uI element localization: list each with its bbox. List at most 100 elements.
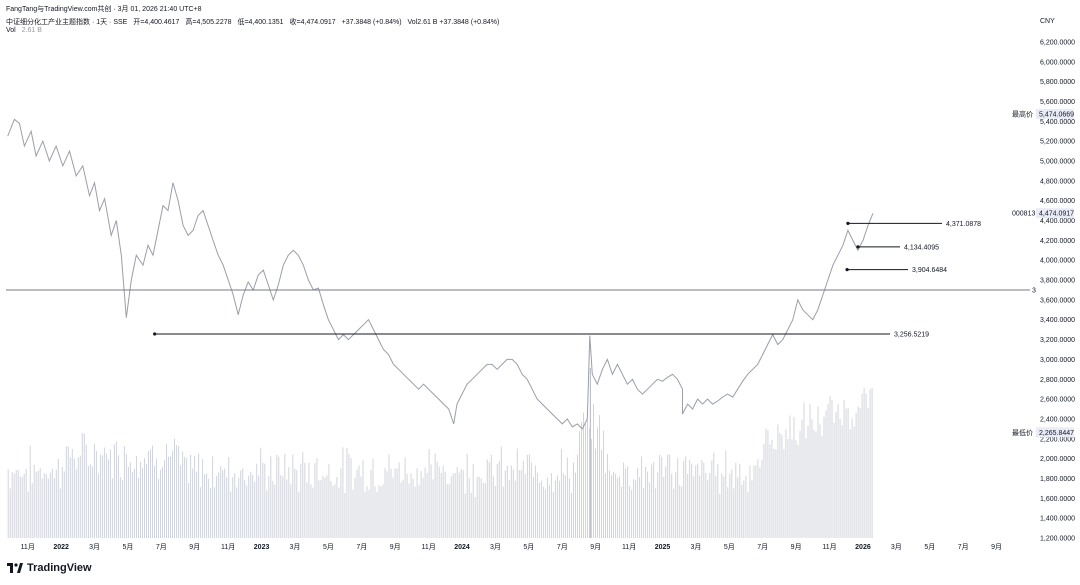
volume-bar xyxy=(550,473,552,538)
volume-bar xyxy=(843,400,845,538)
volume-bar xyxy=(727,487,729,538)
volume-bar xyxy=(264,463,266,538)
tradingview-logo[interactable]: TradingView xyxy=(7,562,92,574)
volume-bar xyxy=(392,477,394,538)
volume-value: 2.61 B xyxy=(21,27,42,34)
volume-bar xyxy=(344,492,346,538)
time-tick-label: 5月 xyxy=(122,543,133,551)
volume-bar xyxy=(821,436,823,538)
volume-bar xyxy=(667,454,669,538)
volume-bar xyxy=(783,449,785,538)
volume-bar xyxy=(220,466,222,538)
volume-bar xyxy=(9,488,11,538)
volume-bar xyxy=(320,480,322,538)
volume-bar xyxy=(121,480,123,538)
volume-bar xyxy=(306,482,308,538)
volume-bar xyxy=(775,449,777,538)
volume-bar xyxy=(352,489,354,538)
volume-bar xyxy=(835,411,837,538)
horizontal-lines[interactable]: 3 xyxy=(6,287,1036,294)
volume-bar xyxy=(581,421,582,538)
volume-bar xyxy=(468,478,470,538)
time-tick-label: 3月 xyxy=(89,543,100,551)
price-tick-label: 6,200.0000 xyxy=(1040,39,1075,46)
price-tick-label: 4,400.0000 xyxy=(1040,218,1075,225)
price-tick-label: 3,200.0000 xyxy=(1040,337,1075,344)
price-tick-label: 4,600.0000 xyxy=(1040,198,1075,205)
volume-bar xyxy=(242,468,244,538)
volume-bar xyxy=(587,418,588,538)
volume-bar xyxy=(278,456,280,538)
volume-bar xyxy=(178,446,180,538)
volume-bar xyxy=(723,476,725,538)
volume-bar xyxy=(510,465,512,538)
price-tick-label: 4,000.0000 xyxy=(1040,258,1075,265)
price-axis[interactable]: 1,200.0000 1,400.0000 1,600.0000 1,800.0000… xyxy=(1040,39,1075,542)
volume-bar xyxy=(162,467,163,538)
volume-bar xyxy=(763,443,765,538)
volume-bar xyxy=(548,485,550,538)
volume-bar xyxy=(522,460,524,538)
volume-bar xyxy=(705,473,707,538)
volume-bar xyxy=(123,446,125,538)
time-tick-label: 5月 xyxy=(323,543,334,551)
volume-bar xyxy=(673,488,675,538)
time-axis[interactable]: 11月 2022 3月 5月 7月 9月 11月 2023 3月 5月 7月 9月 11月 2024 3月 5… xyxy=(21,543,1002,551)
volume-bar xyxy=(73,458,75,538)
ohlc-legend: 中证细分化工产业主题指数 · 1天 · SSE 开=4,400.4617 高=4… xyxy=(6,17,503,27)
volume-bar xyxy=(837,404,839,538)
volume-bar xyxy=(208,478,210,538)
volume-bar xyxy=(150,449,151,538)
volume-bar xyxy=(348,453,350,538)
volume-label[interactable]: Vol xyxy=(6,27,16,34)
volume-bar xyxy=(693,476,695,538)
volume-bar xyxy=(25,469,27,538)
volume-bar xyxy=(795,440,797,538)
volume-bar xyxy=(827,404,829,538)
volume-bar xyxy=(404,457,406,538)
trend-rays[interactable]: 3,256.5219 3,904.6484 4,134.4095 4,371.0878 xyxy=(153,221,981,339)
volume-bar xyxy=(53,478,55,538)
volume-bar xyxy=(454,473,456,538)
volume-bar xyxy=(564,475,566,538)
volume-bar xyxy=(378,485,380,538)
volume-bar xyxy=(240,470,242,538)
time-tick-label: 11月 xyxy=(21,543,35,551)
volume-bar xyxy=(370,469,372,538)
currency-label[interactable]: CNY xyxy=(1040,18,1055,25)
trend-ray-label: 4,134.4095 xyxy=(904,244,939,251)
volume-bar xyxy=(611,475,612,538)
volume-bar xyxy=(773,448,775,538)
volume-bar xyxy=(839,418,841,538)
volume-bar xyxy=(336,476,338,538)
volume-bar xyxy=(105,453,107,538)
volume-bar xyxy=(538,482,540,538)
volume-bar xyxy=(286,479,288,538)
change-value: +37.3848 (+0.84%) xyxy=(341,19,402,26)
volume-bar xyxy=(296,470,298,538)
symbol-name[interactable]: 中证细分化工产业主题指数 · 1天 · SSE xyxy=(6,19,128,26)
volume-bar xyxy=(609,470,610,538)
volume-bar xyxy=(196,471,198,538)
volume-bar xyxy=(45,474,47,538)
time-tick-label: 2024 xyxy=(454,544,470,551)
volume-bar xyxy=(797,444,799,538)
volume-bar xyxy=(232,477,234,538)
volume-bar xyxy=(362,459,364,538)
volume-bar xyxy=(631,490,633,538)
price-tick-label: 1,200.0000 xyxy=(1040,536,1075,543)
volume-bar xyxy=(765,428,767,538)
volume-bar xyxy=(516,448,518,538)
volume-bar xyxy=(759,467,761,538)
volume-bar xyxy=(657,472,659,538)
volume-bar xyxy=(266,490,268,538)
volume-bar xyxy=(89,464,91,538)
volume-bar xyxy=(280,475,282,538)
volume-bar xyxy=(560,448,562,538)
volume-bar xyxy=(697,463,699,538)
volume-bar xyxy=(737,477,739,538)
volume-bar xyxy=(43,473,45,538)
volume-bar xyxy=(460,469,462,538)
volume-bar xyxy=(132,472,133,538)
